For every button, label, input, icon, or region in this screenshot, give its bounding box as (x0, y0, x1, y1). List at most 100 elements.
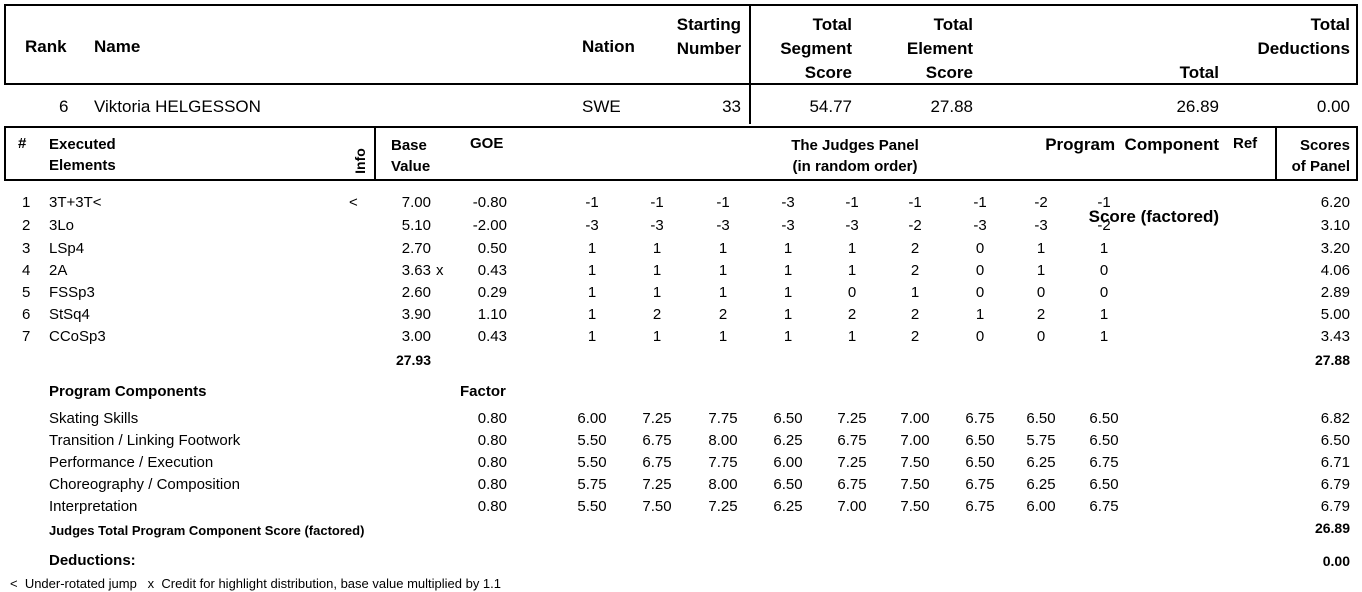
element-name: 2A (49, 262, 68, 279)
component-judge-mark: 7.50 (900, 498, 930, 515)
ded-header-line2: Deductions (1257, 39, 1350, 58)
element-goe: -0.80 (472, 194, 507, 211)
component-judge-mark: 6.25 (1026, 476, 1056, 493)
pcs-header-line2: Program Component (1045, 135, 1219, 154)
component-judge-mark: 7.25 (837, 410, 867, 427)
component-panel-score: 6.50 (1320, 432, 1350, 449)
component-judge-mark: 7.50 (900, 454, 930, 471)
starting-number-header: Starting Number (677, 13, 741, 61)
executed-header-line1: Executed (49, 136, 116, 153)
deductions-label: Deductions: (49, 552, 136, 569)
element-name: StSq4 (49, 306, 90, 323)
component-judge-mark: 6.50 (1026, 410, 1056, 427)
pcs-header-line1: Total (1179, 63, 1219, 82)
judge-mark: 1 (1099, 306, 1109, 323)
element-number: 5 (22, 284, 31, 301)
scores-header-line2: of Panel (1291, 158, 1350, 175)
judge-mark: -1 (908, 194, 922, 211)
factor-header: Factor (460, 383, 506, 400)
base-header-line2: Value (391, 158, 431, 175)
judge-mark: 1 (783, 284, 793, 301)
judge-mark: 1 (652, 284, 662, 301)
component-judge-mark: 6.50 (1089, 476, 1119, 493)
component-judge-mark: 6.75 (965, 498, 995, 515)
skater-tes: 27.88 (930, 97, 973, 116)
element-base-value: 2.60 (401, 284, 431, 301)
judge-mark: 2 (910, 262, 920, 279)
judge-mark: 1 (847, 262, 857, 279)
judge-mark: 0 (847, 284, 857, 301)
component-judge-mark: 6.00 (773, 454, 803, 471)
judge-mark: -1 (973, 194, 987, 211)
component-panel-score: 6.79 (1320, 476, 1350, 493)
goe-header: GOE (470, 135, 504, 152)
judge-mark: 0 (975, 262, 985, 279)
ref-header: Ref (1233, 135, 1258, 152)
info-divider (374, 126, 376, 181)
executed-elements-header: Executed Elements (49, 134, 116, 176)
panel-header-line2: (in random order) (792, 158, 918, 175)
scores-header-line1: Scores (1299, 137, 1350, 154)
judge-mark: 1 (652, 262, 662, 279)
element-panel-score: 5.00 (1320, 306, 1350, 323)
component-judge-mark: 7.25 (708, 498, 738, 515)
base-value-header: Base Value (391, 135, 430, 177)
component-judge-mark: 7.25 (642, 476, 672, 493)
judge-mark: -1 (1097, 194, 1111, 211)
component-judge-mark: 7.75 (708, 410, 738, 427)
element-goe: 0.43 (477, 262, 507, 279)
judge-mark: 2 (910, 240, 920, 257)
component-judge-mark: 6.75 (837, 432, 867, 449)
judge-mark: 1 (718, 240, 728, 257)
nation-header: Nation (582, 37, 635, 56)
summary-header-box (4, 4, 1358, 85)
num-header: # (18, 135, 27, 152)
element-panel-score: 2.89 (1320, 284, 1350, 301)
component-panel-score: 6.82 (1320, 410, 1350, 427)
judge-mark: 1 (718, 284, 728, 301)
skater-deductions: 0.00 (1316, 97, 1350, 116)
element-panel-score: 3.43 (1320, 328, 1350, 345)
component-name: Interpretation (49, 498, 138, 515)
scores-of-panel-header: Scores of Panel (1292, 135, 1350, 177)
judge-mark: 1 (587, 262, 597, 279)
element-panel-score: 3.10 (1320, 217, 1350, 234)
component-factor: 0.80 (477, 498, 507, 515)
component-judge-mark: 6.50 (965, 432, 995, 449)
component-judge-mark: 6.75 (1089, 454, 1119, 471)
deductions-value: 0.00 (1322, 553, 1350, 569)
judge-mark: 0 (1099, 284, 1109, 301)
element-panel-score: 6.20 (1320, 194, 1350, 211)
element-panel-score: 4.06 (1320, 262, 1350, 279)
component-judge-mark: 5.75 (1026, 432, 1056, 449)
tes-header: Total Element Score (907, 13, 973, 85)
judge-mark: -3 (781, 194, 795, 211)
element-goe: 0.43 (477, 328, 507, 345)
skater-rank: 6 (59, 97, 69, 116)
component-panel-score: 6.71 (1320, 454, 1350, 471)
pc-total-label: Judges Total Program Component Score (fa… (49, 523, 365, 538)
elements-header-box (4, 126, 1358, 181)
skater-name: Viktoria HELGESSON (94, 97, 261, 116)
info-header: Info (351, 148, 368, 174)
pcs-header: Total Program Component Score (factored) (1045, 13, 1219, 253)
judge-mark: 1 (847, 328, 857, 345)
component-factor: 0.80 (477, 454, 507, 471)
element-name: 3T+3T< (49, 194, 102, 211)
judge-mark: -1 (585, 194, 599, 211)
element-panel-score: 3.20 (1320, 240, 1350, 257)
tss-header-line3: Score (804, 63, 852, 82)
element-number: 1 (22, 194, 31, 211)
tes-header-line1: Total (933, 15, 973, 34)
judge-mark: 2 (652, 306, 662, 323)
component-judge-mark: 7.75 (708, 454, 738, 471)
judge-mark: -2 (1097, 217, 1111, 234)
judge-mark: 2 (910, 306, 920, 323)
tss-header: Total Segment Score (780, 13, 852, 85)
judge-mark: 2 (847, 306, 857, 323)
judge-mark: 1 (783, 262, 793, 279)
judge-mark: 1 (587, 328, 597, 345)
judge-mark: -3 (1034, 217, 1048, 234)
component-judge-mark: 5.50 (577, 498, 607, 515)
element-number: 2 (22, 217, 31, 234)
